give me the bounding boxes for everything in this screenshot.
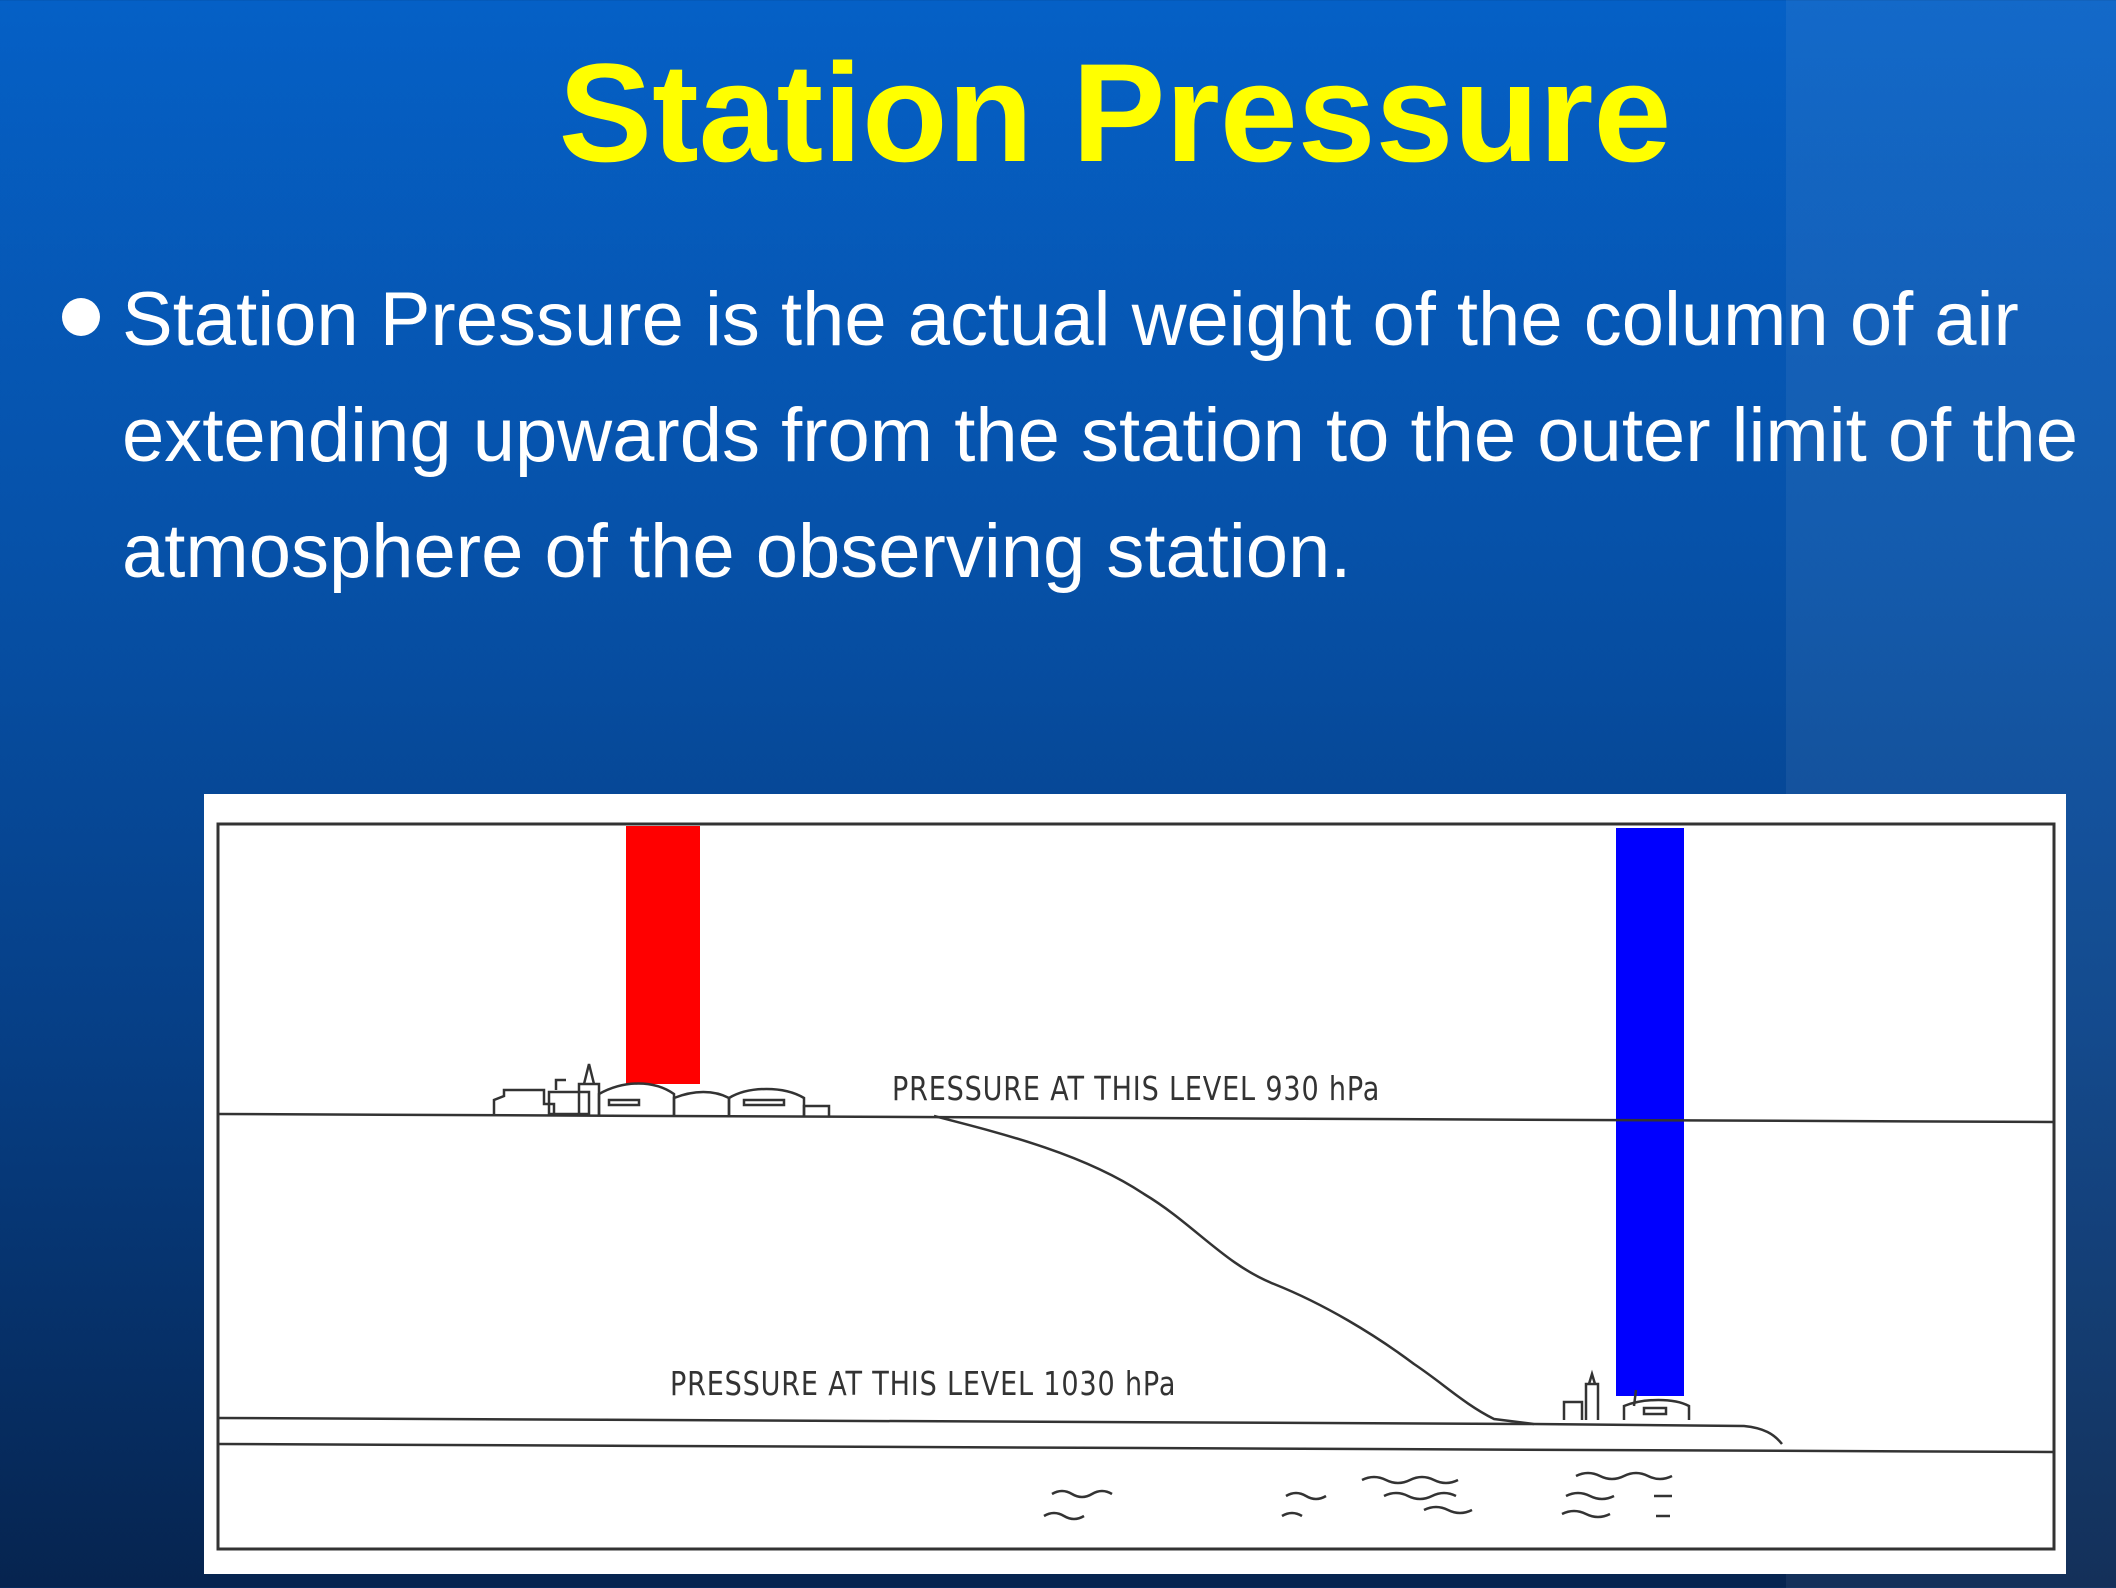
- upper-level-label: PRESSURE AT THIS LEVEL 930 hPa: [892, 1069, 1381, 1108]
- station-pressure-diagram: PRESSURE AT THIS LEVEL 930 hPa PRESSURE …: [204, 794, 2066, 1574]
- high-station-buildings: [492, 1063, 831, 1116]
- bullet-line-1: Station Pressure is the actual weight of…: [122, 277, 2019, 362]
- bullet-line-2: extending upwards from the station to th…: [122, 393, 2078, 478]
- terrain-slope: [933, 1114, 1535, 1426]
- diagram-frame: [216, 822, 2056, 1551]
- lower-level-line: [217, 1416, 1535, 1426]
- low-station-buildings: [1562, 1369, 1691, 1420]
- coast-line: [1533, 1422, 1783, 1445]
- diagram-drawing: [216, 822, 2056, 1551]
- sea-waves: [1043, 1471, 1673, 1521]
- lower-level-label: PRESSURE AT THIS LEVEL 1030 hPa: [670, 1364, 1177, 1403]
- bullet-point: Station Pressure is the actual weight of…: [62, 262, 2116, 602]
- low-station-air-column: [1616, 828, 1684, 1396]
- high-station-air-column: [626, 826, 700, 1084]
- upper-level-line: [217, 1112, 2055, 1124]
- bullet-text: Station Pressure is the actual weight of…: [122, 262, 2116, 602]
- sea-level-line: [217, 1442, 2055, 1454]
- bullet-line-3: atmosphere of the observing station.: [122, 509, 1352, 594]
- slide-title: Station Pressure: [558, 34, 1672, 191]
- bullet-icon: [62, 298, 100, 336]
